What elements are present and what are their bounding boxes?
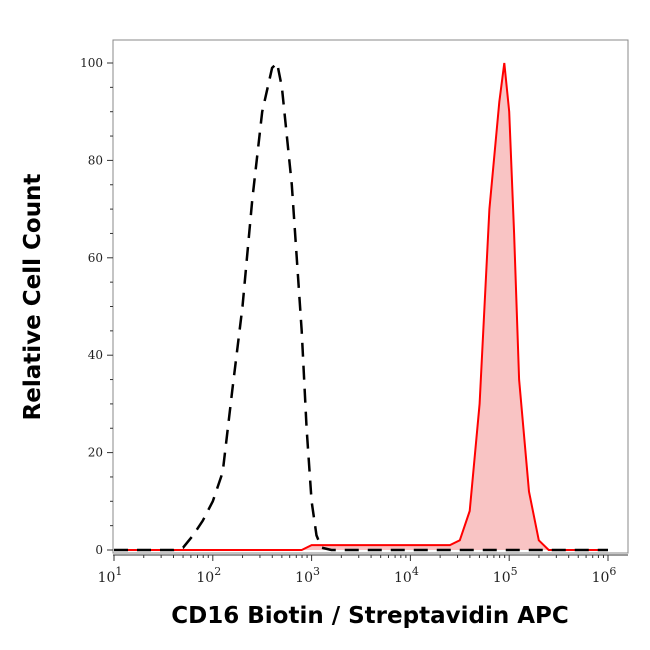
x-tick-label: 102 xyxy=(196,565,221,586)
x-tick-exponent: 3 xyxy=(313,565,320,578)
x-axis-label: CD16 Biotin / Streptavidin APC xyxy=(171,603,569,629)
y-axis-label: Relative Cell Count xyxy=(20,174,46,421)
x-tick-base: 10 xyxy=(493,570,511,586)
x-tick-base: 10 xyxy=(98,570,116,586)
x-tick-label: 104 xyxy=(394,565,419,586)
x-tick-base: 10 xyxy=(394,570,412,586)
x-tick-exponent: 6 xyxy=(609,565,616,578)
x-tick-label: 105 xyxy=(493,565,518,586)
y-tick-label: 100 xyxy=(80,56,103,70)
x-tick-base: 10 xyxy=(196,570,214,586)
y-tick-label: 40 xyxy=(88,348,103,362)
y-tick-label: 0 xyxy=(95,543,103,557)
series-line-1 xyxy=(114,62,608,551)
x-tick-exponent: 5 xyxy=(511,565,518,578)
series-layer xyxy=(114,60,608,552)
x-tick-exponent: 4 xyxy=(412,565,419,578)
x-tick-exponent: 2 xyxy=(214,565,221,578)
x-tick-base: 10 xyxy=(592,570,610,586)
y-tick-label: 20 xyxy=(88,446,103,460)
x-tick-exponent: 1 xyxy=(115,565,122,578)
x-tick-base: 10 xyxy=(295,570,313,586)
y-tick-label: 80 xyxy=(88,153,103,167)
x-tick-label: 106 xyxy=(592,565,617,586)
plot-frame xyxy=(112,39,629,554)
series-line-0 xyxy=(114,60,608,552)
x-tick-label: 103 xyxy=(295,565,320,586)
x-tick-label: 101 xyxy=(98,565,123,586)
series-fill-1 xyxy=(114,63,608,550)
y-tick-label: 60 xyxy=(88,251,103,265)
